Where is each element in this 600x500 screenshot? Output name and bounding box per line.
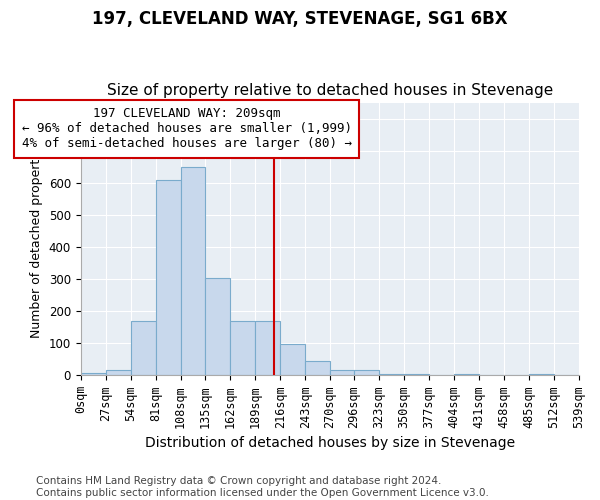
Text: Contains HM Land Registry data © Crown copyright and database right 2024.
Contai: Contains HM Land Registry data © Crown c… (36, 476, 489, 498)
Bar (205, 278, 230, 375)
Bar (256, 321, 280, 375)
Bar (155, 180, 181, 375)
Bar (379, 374, 404, 375)
Bar (230, 321, 256, 375)
Bar (354, 370, 379, 375)
Bar (529, 374, 554, 375)
Bar (181, 168, 205, 375)
Bar (305, 361, 330, 375)
Text: 197, CLEVELAND WAY, STEVENAGE, SG1 6BX: 197, CLEVELAND WAY, STEVENAGE, SG1 6BX (92, 10, 508, 28)
Text: 197 CLEVELAND WAY: 209sqm
← 96% of detached houses are smaller (1,999)
4% of sem: 197 CLEVELAND WAY: 209sqm ← 96% of detac… (22, 108, 352, 150)
Bar (106, 370, 131, 375)
Bar (81, 372, 106, 375)
Title: Size of property relative to detached houses in Stevenage: Size of property relative to detached ho… (107, 83, 553, 98)
Y-axis label: Number of detached properties: Number of detached properties (30, 141, 43, 338)
X-axis label: Distribution of detached houses by size in Stevenage: Distribution of detached houses by size … (145, 436, 515, 450)
Bar (330, 370, 354, 375)
Bar (454, 374, 479, 375)
Bar (131, 321, 155, 375)
Bar (404, 374, 429, 375)
Bar (280, 344, 305, 375)
